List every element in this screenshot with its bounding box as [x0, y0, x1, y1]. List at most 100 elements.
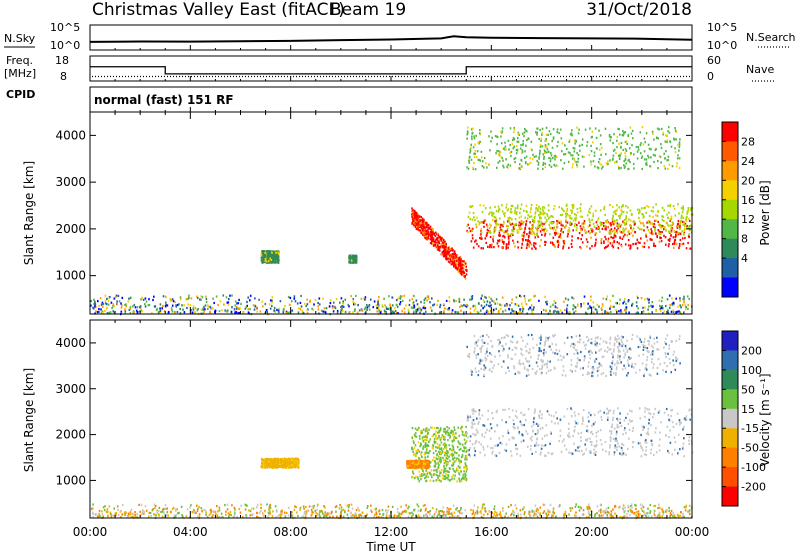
power-echo-cell [639, 228, 641, 231]
noise-panel: N.Sky 10^5 10^0 10^5 10^0 N.Search [4, 21, 796, 52]
power-echo-cell [523, 234, 525, 237]
power-echo-cell [612, 217, 614, 220]
velocity-echo-cell [606, 511, 609, 514]
power-echo-cell [297, 311, 300, 314]
velocity-echo-cell [212, 511, 215, 514]
velocity-echo-cell [446, 507, 449, 510]
power-echo-cell [196, 295, 198, 298]
power-echo-cell [519, 207, 522, 210]
power-echo-cell [680, 216, 683, 219]
power-echo-cell [551, 140, 553, 143]
power-echo-cell [536, 159, 538, 163]
power-echo-cell [493, 231, 495, 234]
power-echo-cell [594, 232, 597, 235]
power-echo-cell [590, 144, 592, 147]
velocity-echo-cell [385, 514, 388, 517]
power-echo-cell [348, 261, 351, 264]
power-echo-cell [502, 246, 504, 249]
power-echo-cell [388, 295, 390, 298]
velocity-echo-cell [423, 514, 425, 517]
power-echo-cell [505, 203, 508, 206]
velocity-echo-cell [299, 508, 301, 511]
power-echo-cell [454, 264, 457, 267]
power-echo-cell [565, 219, 567, 222]
frequency-line [90, 66, 692, 75]
power-echo-cell [518, 216, 521, 219]
velocity-echo-cell [534, 504, 537, 507]
power-echo-cell [412, 220, 414, 223]
power-echo-cell [653, 160, 655, 164]
velocity-echo-cell [553, 512, 556, 515]
power-echo-cell [443, 246, 445, 249]
power-echo-cell [171, 308, 173, 311]
power-echo-cell [606, 220, 609, 224]
power-echo-cell [479, 237, 481, 240]
power-echo-cell [458, 298, 460, 301]
power-echo-cell [520, 312, 523, 315]
power-echo-cell [544, 166, 547, 169]
power-echo-cell [514, 161, 516, 164]
velocity-echo-cell [644, 514, 647, 517]
power-echo-cell [617, 225, 620, 229]
power-echo-cell [495, 210, 498, 213]
power-echo-cell [155, 308, 158, 312]
power-echo-cell [633, 167, 635, 170]
velocity-echo-cell [132, 512, 134, 515]
power-echo-cell [413, 294, 415, 298]
power-echo-cell [576, 163, 578, 166]
velocity-echo-cell [250, 507, 253, 510]
power-echo-cell [548, 223, 551, 226]
power-echo-cell [480, 247, 483, 250]
power-echo-cell [556, 155, 558, 158]
power-echo-cell [549, 241, 552, 244]
power-echo-cell [544, 234, 546, 237]
power-echo-cell [461, 267, 464, 270]
power-echo-cell [583, 155, 585, 158]
velocity-echo-cell [153, 513, 155, 516]
power-echo-cell [349, 259, 352, 262]
power-echo-cell [668, 306, 671, 309]
power-echo-cell [665, 150, 667, 153]
power-echo-cell [494, 220, 496, 223]
power-echo-cell [527, 240, 529, 243]
power-echo-cell [403, 294, 406, 297]
power-echo-cell [589, 211, 591, 214]
power-echo-cell [454, 310, 456, 314]
power-echo-cell [459, 305, 461, 309]
velocity-echo-cell [347, 506, 350, 509]
velocity-echo-cell [684, 509, 687, 512]
power-echo-cell [538, 205, 540, 208]
power-echo-cell [510, 311, 512, 315]
power-echo-cell [586, 141, 589, 144]
power-echo-cell [445, 245, 447, 248]
power-echo-cell [405, 304, 407, 307]
velocity-echo-cell [665, 509, 667, 512]
velocity-echo-cell [347, 509, 350, 512]
velocity-echo-cell [288, 506, 290, 509]
power-echo-cell [621, 210, 623, 213]
velocity-echo-cell [662, 511, 665, 514]
power-echo-cell [183, 304, 185, 307]
power-echo-cell [596, 303, 599, 307]
power-ytick-label: 1000 [55, 269, 86, 283]
power-echo-cell [652, 222, 654, 225]
power-echo-cell [576, 211, 579, 214]
power-echo-cell [429, 225, 432, 228]
velocity-echo-cell [635, 514, 637, 517]
power-echo-cell [530, 308, 533, 311]
power-echo-cell [348, 305, 350, 308]
power-echo-cell [479, 140, 481, 143]
power-echo-cell [594, 241, 597, 244]
power-echo-cell [263, 254, 265, 257]
power-echo-cell [599, 221, 602, 224]
power-echo-cell [484, 207, 487, 210]
power-echo-cell [509, 210, 512, 213]
power-echo-cell [462, 267, 465, 270]
power-echo-cell [454, 267, 457, 270]
velocity-echo-cell [297, 514, 299, 518]
power-echo-cell [594, 165, 596, 168]
power-echo-cell [571, 211, 573, 214]
power-echo-cell [573, 150, 576, 153]
power-echo-cell [90, 299, 92, 303]
power-echo-cell [647, 299, 649, 302]
